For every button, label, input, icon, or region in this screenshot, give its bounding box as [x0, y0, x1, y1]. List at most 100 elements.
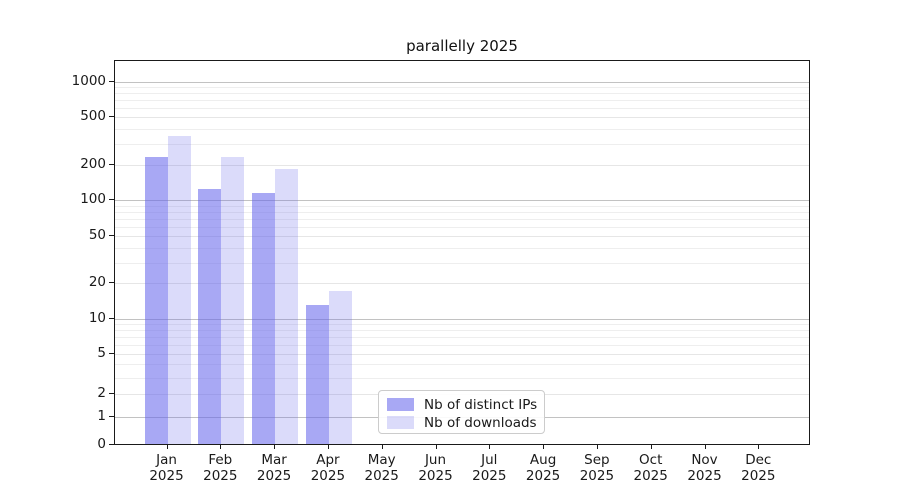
minor-gridline	[115, 218, 809, 220]
minor-gridline	[115, 205, 809, 207]
x-tick-label-oct: Oct 2025	[619, 452, 683, 484]
y-tick-label-50: 50	[88, 227, 106, 244]
x-tick-month: Mar	[261, 452, 287, 468]
y-tick-label-2: 2	[97, 385, 106, 402]
x-tick-label-mar: Mar 2025	[242, 452, 306, 484]
x-tick-month: Feb	[208, 452, 233, 468]
x-tick-label-sep: Sep 2025	[565, 452, 629, 484]
y-tick-200	[109, 163, 114, 165]
bar-ips-apr	[305, 304, 329, 444]
x-tick-label-aug: Aug 2025	[511, 452, 575, 484]
minor-gridline	[115, 100, 809, 102]
y-tick-label-20: 20	[88, 274, 106, 291]
minor-gridline	[115, 247, 809, 249]
y-tick-10	[109, 317, 114, 319]
y-tick-2	[109, 393, 114, 395]
x-tick-jul	[489, 445, 491, 449]
minor-gridline	[115, 377, 809, 379]
x-tick-nov	[704, 445, 706, 449]
legend-label: Nb of downloads	[424, 414, 537, 431]
x-tick-month: Aug	[529, 452, 557, 468]
x-tick-month: Nov	[691, 452, 718, 468]
gridline-5	[115, 353, 809, 355]
x-tick-jan	[166, 445, 168, 449]
x-tick-year: 2025	[203, 468, 238, 484]
y-tick-20	[109, 282, 114, 284]
y-tick-50	[109, 235, 114, 237]
minor-gridline	[115, 211, 809, 213]
minor-gridline	[115, 143, 809, 145]
bar-downloads-jan	[167, 135, 191, 444]
minor-gridline	[115, 336, 809, 338]
y-tick-label-500: 500	[80, 108, 106, 125]
bar-downloads-mar	[275, 168, 299, 444]
x-tick-dec	[758, 445, 760, 449]
x-tick-sep	[596, 445, 598, 449]
minor-gridline	[115, 93, 809, 95]
gridline-10	[115, 318, 809, 320]
x-tick-year: 2025	[418, 468, 453, 484]
legend-swatch	[387, 416, 414, 429]
x-tick-month: Oct	[639, 452, 663, 468]
gridline-1000	[115, 81, 809, 83]
gridline-100	[115, 200, 809, 202]
x-tick-year: 2025	[633, 468, 668, 484]
x-tick-feb	[220, 445, 222, 449]
bar-ips-mar	[252, 192, 276, 444]
gridline-50	[115, 236, 809, 238]
y-tick-1000	[109, 80, 114, 82]
x-tick-may	[381, 445, 383, 449]
x-tick-label-apr: Apr 2025	[296, 452, 360, 484]
minor-gridline	[115, 262, 809, 264]
x-tick-month: May	[367, 452, 396, 468]
x-tick-apr	[327, 445, 329, 449]
bar-downloads-feb	[221, 156, 245, 444]
gridline-20	[115, 283, 809, 285]
y-tick-label-100: 100	[80, 191, 106, 208]
x-tick-year: 2025	[310, 468, 346, 484]
legend-label: Nb of distinct IPs	[424, 396, 538, 413]
legend: Nb of distinct IPs Nb of downloads	[378, 390, 545, 434]
x-tick-label-jun: Jun 2025	[404, 452, 468, 484]
x-tick-month: Jul	[481, 452, 498, 468]
x-tick-month: Sep	[584, 452, 610, 468]
chart-title: parallelly 2025	[406, 37, 518, 55]
y-tick-label-5: 5	[97, 344, 106, 361]
y-tick-label-1000: 1000	[71, 72, 106, 89]
bar-downloads-apr	[328, 290, 352, 444]
legend-item-downloads: Nb of downloads	[387, 414, 538, 431]
y-tick-label-10: 10	[88, 309, 106, 326]
gridline-200	[115, 164, 809, 166]
x-tick-mar	[274, 445, 276, 449]
y-tick-5	[109, 352, 114, 354]
x-tick-label-may: May 2025	[350, 452, 414, 484]
minor-gridline	[115, 364, 809, 366]
x-tick-month: Jun	[424, 452, 447, 468]
x-tick-month: Jan	[156, 452, 177, 468]
x-tick-label-feb: Feb 2025	[188, 452, 252, 484]
x-tick-label-dec: Dec 2025	[726, 452, 790, 484]
x-tick-year: 2025	[256, 468, 292, 484]
bar-ips-jan	[144, 156, 168, 444]
y-tick-100	[109, 199, 114, 201]
legend-swatch	[387, 398, 414, 411]
legend-item-distinct-ips: Nb of distinct IPs	[387, 396, 538, 413]
x-tick-label-jul: Jul 2025	[457, 452, 521, 484]
bar-ips-feb	[198, 189, 222, 444]
x-tick-month: Apr	[316, 452, 340, 468]
x-tick-year: 2025	[741, 468, 776, 484]
minor-gridline	[115, 226, 809, 228]
plot-area	[114, 60, 810, 445]
x-tick-label-nov: Nov 2025	[673, 452, 737, 484]
minor-gridline	[115, 330, 809, 332]
minor-gridline	[115, 108, 809, 110]
x-tick-year: 2025	[149, 468, 184, 484]
y-tick-500	[109, 116, 114, 118]
y-tick-label-1: 1	[97, 407, 106, 424]
y-tick-0	[109, 444, 114, 445]
minor-gridline	[115, 324, 809, 326]
x-tick-year: 2025	[364, 468, 399, 484]
x-tick-year: 2025	[472, 468, 507, 484]
x-tick-aug	[543, 445, 545, 449]
